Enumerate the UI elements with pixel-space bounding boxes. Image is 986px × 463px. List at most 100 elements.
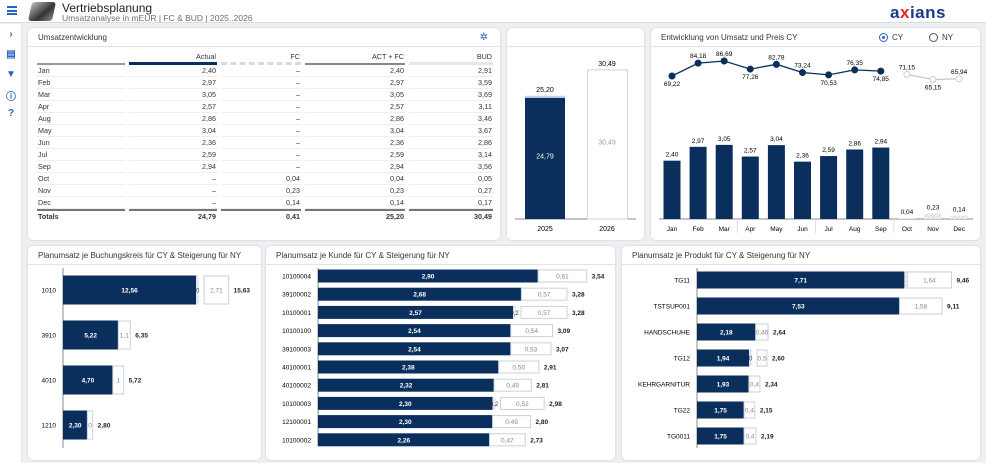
table-cell: 24,79 xyxy=(129,209,217,221)
bar-oct xyxy=(898,218,916,219)
bar-label: 3,04 xyxy=(770,136,783,143)
table-cell: 0,27 xyxy=(409,185,493,197)
line-label: 84,18 xyxy=(690,53,707,60)
hamburger-icon[interactable] xyxy=(7,6,17,15)
category-label: 3910 xyxy=(42,333,57,340)
x-tick-label: Jun xyxy=(797,226,808,233)
bar-cy xyxy=(318,360,499,374)
column-header[interactable]: Actual xyxy=(129,50,217,65)
x-tick-label: 2025 xyxy=(537,226,553,233)
bar-cy xyxy=(697,271,905,289)
bar-ny xyxy=(498,360,540,374)
cy-label: 1,75 xyxy=(714,434,727,441)
total-label: 2,80 xyxy=(98,423,111,430)
ny-label: 0,5 xyxy=(758,356,767,363)
table-cell: 0,23 xyxy=(221,185,301,197)
bar-cy xyxy=(697,349,750,367)
cy-label: 4,70 xyxy=(82,378,95,385)
table-row: Jan 2,40–2,40 2,91 xyxy=(37,65,493,77)
table-cell: 3,11 xyxy=(409,101,493,113)
bar-apr xyxy=(741,156,759,219)
bar-cy xyxy=(697,401,745,419)
x-tick-label: Feb xyxy=(692,226,704,233)
table-cell: 2,40 xyxy=(305,65,405,77)
total-label: 2,60 xyxy=(772,356,785,363)
cy-label: 1,75 xyxy=(714,408,727,415)
card-title: Planumsatz je Buchungskreis für CY & Ste… xyxy=(38,251,242,260)
help-icon[interactable]: ? xyxy=(7,108,15,119)
radio-cy[interactable]: CY xyxy=(879,33,903,42)
total-label: 2,15 xyxy=(760,408,773,415)
bar-ny xyxy=(117,320,131,350)
line-label: 74,85 xyxy=(873,76,890,83)
total-label: 2,91 xyxy=(544,365,557,372)
table-cell: Dec xyxy=(37,197,125,209)
product-chart: TG11 7,71 1,64 9,46 TSTSUP001 7,53 1,58 9,11 HAN… xyxy=(638,268,970,448)
line-point xyxy=(772,60,780,68)
shell-header: Vertriebsplanung Umsatzanalyse in mEUR |… xyxy=(0,0,986,23)
line-label: 65,15 xyxy=(925,85,942,92)
cy-label: 7,53 xyxy=(792,304,805,311)
ny-label: 0,49 xyxy=(506,383,519,390)
bar-label: 0,14 xyxy=(953,207,966,214)
ny-label: 0,53 xyxy=(525,346,538,353)
table-cell: 0,05 xyxy=(409,173,493,185)
bar-jun xyxy=(794,161,811,219)
cy-label: 2,38 xyxy=(402,365,415,372)
customer-chart: 10100004 2,90 0,61 3,54 39100002 2,68 0,57 3,28… xyxy=(282,268,605,447)
bar-label: 2,40 xyxy=(666,152,679,159)
bar-nov xyxy=(924,213,942,219)
bar-cy xyxy=(318,305,514,319)
cy-label: 2,30 xyxy=(399,401,412,408)
table-cell: – xyxy=(221,161,301,173)
column-header[interactable]: ACT + FC xyxy=(305,50,405,65)
total-label: 2,19 xyxy=(761,434,774,441)
table-cell: 2,94 xyxy=(305,161,405,173)
bar-cy xyxy=(697,375,749,393)
x-tick-label: Jan xyxy=(667,226,678,233)
bar-cy xyxy=(697,323,756,341)
ny-label: 1,64 xyxy=(923,278,936,285)
table-row: Aug 2,86–2,86 3,46 xyxy=(37,113,493,125)
ny-label: 1,58 xyxy=(914,304,927,311)
table-cell: Oct xyxy=(37,173,125,185)
column-header[interactable]: BUD xyxy=(409,50,493,65)
comment-icon[interactable]: ▤ xyxy=(6,49,16,60)
table-row: Jul 2,59–2,59 3,14 xyxy=(37,149,493,161)
fc-label: 0,2 xyxy=(490,402,499,408)
cy-label: 2,54 xyxy=(408,328,421,335)
cy-label: 2,26 xyxy=(397,437,410,444)
total-label: 30,49 xyxy=(598,61,616,68)
bar-ny xyxy=(489,433,526,447)
settings-icon[interactable]: ✲ xyxy=(479,32,488,43)
line-label: 82,78 xyxy=(768,54,785,61)
category-label: 1210 xyxy=(42,423,57,430)
ny-label: 0,50 xyxy=(512,365,525,372)
total-label: 2,81 xyxy=(536,383,549,390)
table-cell: – xyxy=(221,77,301,89)
line-point xyxy=(746,65,754,73)
bar-2025-actual xyxy=(525,97,565,219)
bar-cy xyxy=(318,269,539,283)
column-header[interactable]: FC xyxy=(221,50,301,65)
cy-label: 12,56 xyxy=(121,288,138,295)
year-chart-card: 25,20 30,49 24,79 30,49 2025 2026 xyxy=(507,28,644,240)
bar-ny xyxy=(493,378,532,392)
table-cell: 3,05 xyxy=(305,89,405,101)
table-cell: – xyxy=(221,125,301,137)
filter-icon[interactable]: ▼ xyxy=(6,69,16,80)
bar-ny xyxy=(203,275,230,305)
radio-ny[interactable]: NY xyxy=(929,33,953,42)
info-icon[interactable]: ⓘ xyxy=(6,92,16,103)
bar-label: 0,23 xyxy=(927,204,940,211)
bar-label: 2,36 xyxy=(796,153,809,160)
line-label: 86,69 xyxy=(716,51,733,58)
bar-mar xyxy=(715,144,733,219)
expand-icon[interactable]: › xyxy=(9,29,13,40)
category-label: TG11 xyxy=(674,278,690,285)
table-cell: Totals xyxy=(37,209,125,221)
column-header[interactable] xyxy=(37,50,125,65)
total-label: 2,34 xyxy=(765,382,778,389)
total-label: 15,63 xyxy=(234,288,251,295)
ny-label: 0,49 xyxy=(505,419,518,426)
